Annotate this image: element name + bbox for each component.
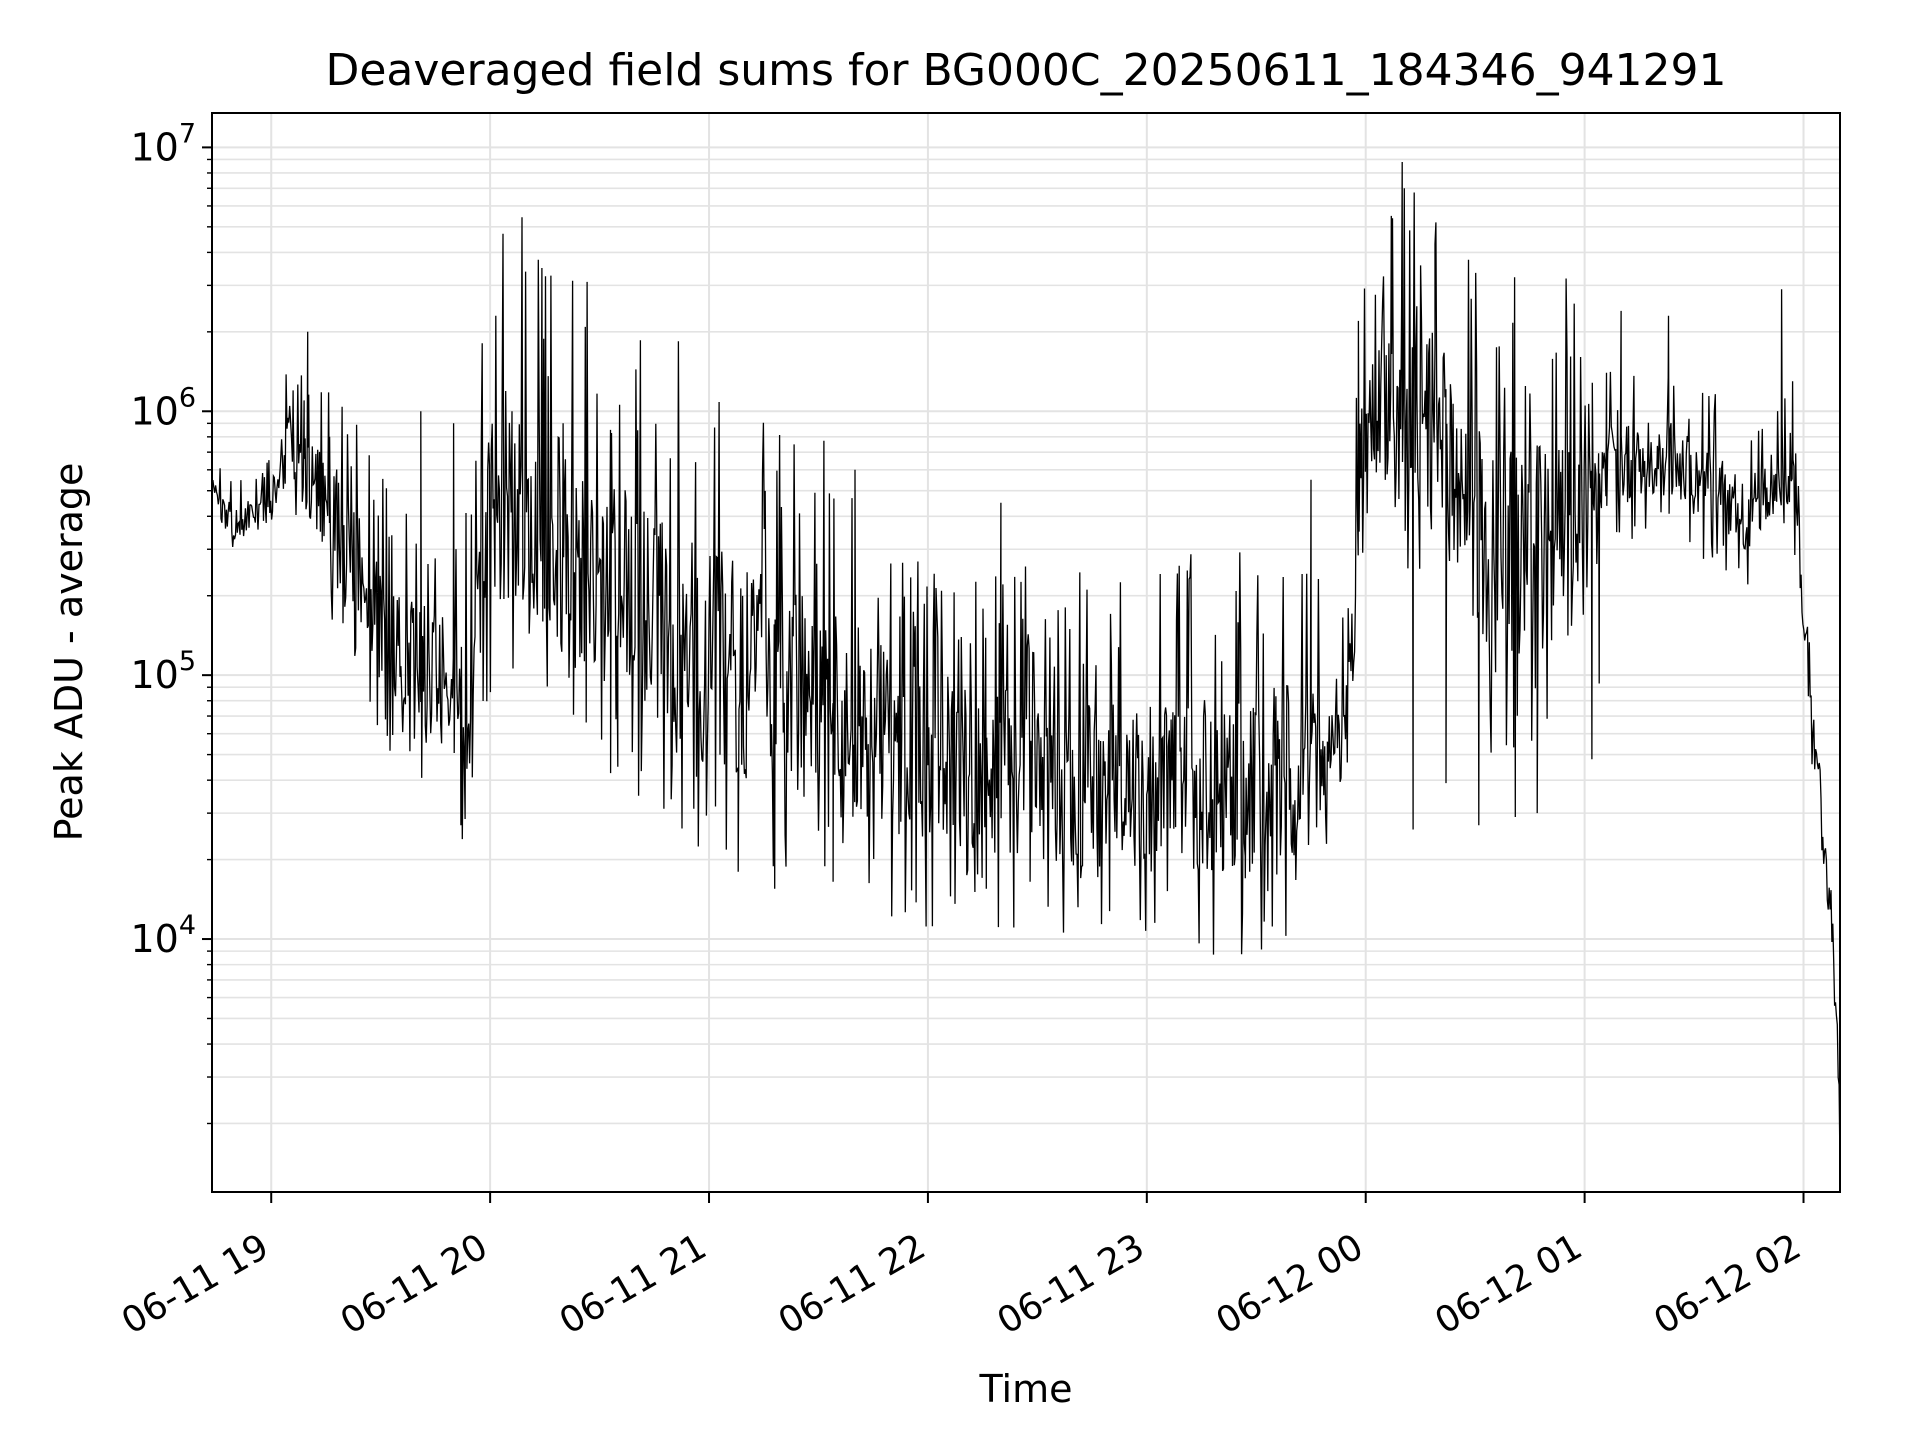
plot-frame <box>211 112 1841 1193</box>
y-tick-label-base: 10 <box>130 917 178 961</box>
y-tick-label-exponent: 4 <box>179 910 196 941</box>
y-tick-label-base: 10 <box>130 125 178 169</box>
y-tick-label-base: 10 <box>130 389 178 433</box>
y-tick-label: 105 <box>130 646 196 697</box>
y-tick-label-exponent: 7 <box>179 118 196 149</box>
y-tick-label-exponent: 5 <box>179 646 196 677</box>
y-tick-label: 104 <box>130 910 196 961</box>
y-tick-label: 106 <box>130 382 196 433</box>
y-tick-label-exponent: 6 <box>179 382 196 413</box>
series-line <box>212 161 1841 1169</box>
series-line-layer <box>212 161 1841 1169</box>
y-tick-label: 107 <box>130 118 196 169</box>
chart-title: Deaveraged field sums for BG000C_2025061… <box>325 45 1726 96</box>
y-axis-label: Peak ADU - average <box>47 463 91 842</box>
y-tick-label-base: 10 <box>130 653 178 697</box>
x-axis-label: Time <box>979 1367 1073 1411</box>
